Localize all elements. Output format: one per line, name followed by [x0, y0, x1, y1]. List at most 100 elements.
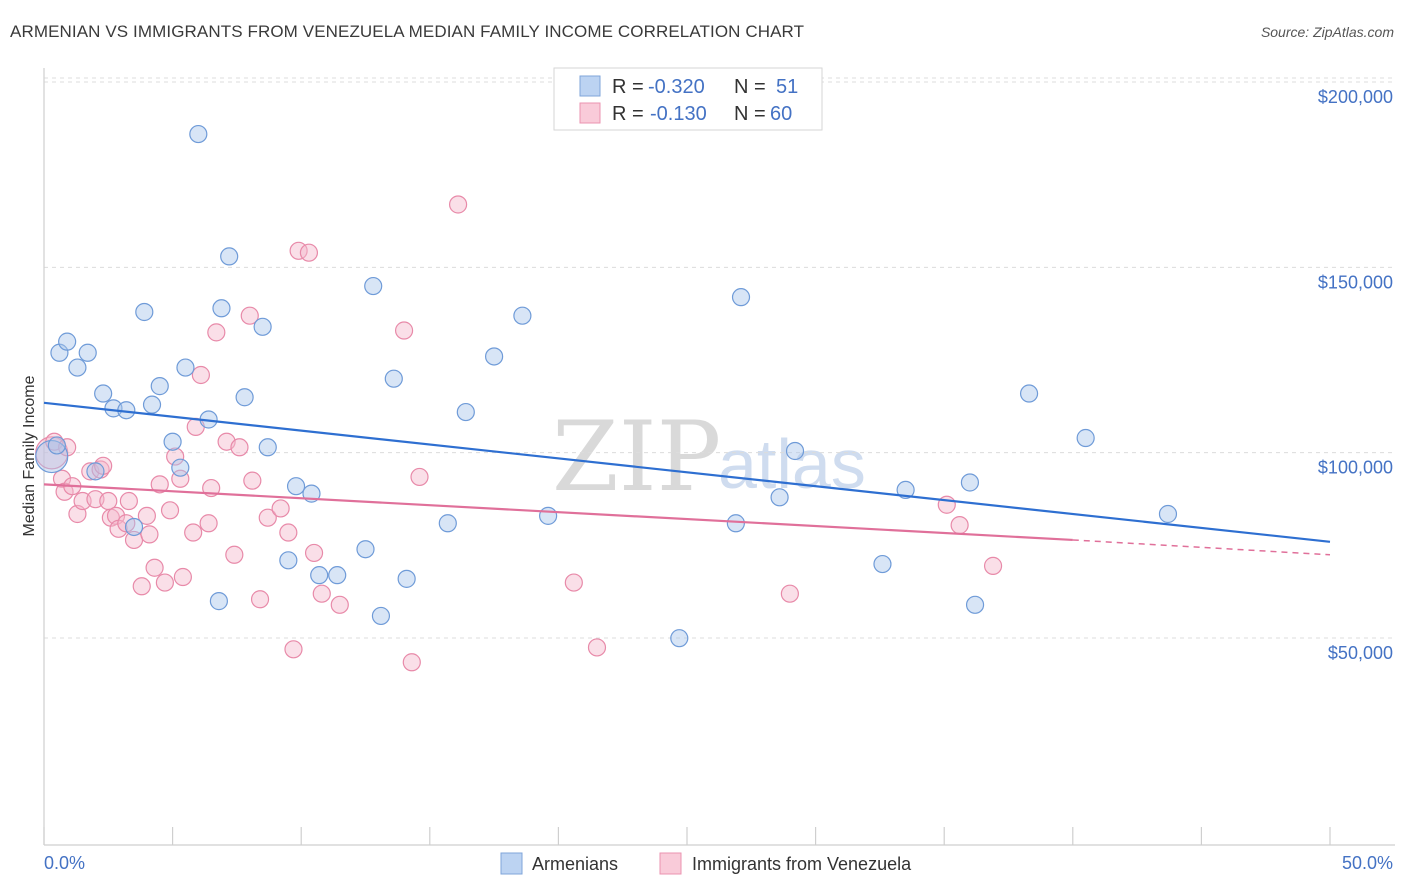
- venezuela-point: [191, 365, 210, 385]
- armenians-point: [135, 302, 154, 322]
- armenians-point: [438, 514, 457, 533]
- legend-n-value-venezuela: 60: [770, 103, 792, 125]
- armenians-point: [142, 395, 162, 414]
- watermark-atlas: atlas: [718, 425, 866, 503]
- armenians-point: [258, 438, 277, 457]
- venezuela-point: [271, 499, 290, 518]
- armenians-point: [68, 358, 87, 377]
- legend-n-label-armenians: N =: [734, 76, 766, 98]
- legend-n-value-armenians: 51: [776, 76, 798, 98]
- venezuela-point: [225, 545, 244, 564]
- venezuela-point: [448, 195, 468, 214]
- armenians-point: [189, 124, 208, 144]
- armenians-point: [384, 369, 403, 388]
- venezuela-point: [184, 523, 203, 542]
- legend-r-label-armenians: R =: [612, 76, 644, 98]
- venezuela-point: [250, 590, 270, 609]
- venezuela-point: [119, 491, 138, 511]
- legend-r-value-venezuela: -0.130: [650, 103, 707, 125]
- armenians-point: [47, 436, 66, 455]
- venezuela-point: [240, 306, 259, 325]
- axes: $50,000 $100,000 $150,000 $200,000 0.0% 50.0%: [43, 68, 1395, 873]
- venezuela-point: [140, 525, 159, 544]
- armenians-point: [286, 477, 306, 496]
- series-armenians-points: [35, 124, 1178, 648]
- armenians-point: [770, 488, 789, 507]
- venezuela-point: [394, 321, 414, 340]
- armenians-point: [513, 306, 532, 325]
- armenians-point: [960, 473, 980, 492]
- venezuela-point: [173, 567, 192, 587]
- armenians-point: [873, 554, 892, 574]
- trend-line-venezuela-extension: [1072, 539, 1331, 556]
- armenians-point: [1158, 504, 1178, 524]
- venezuela-point: [564, 573, 583, 592]
- armenians-point: [279, 551, 298, 570]
- venezuela-point: [166, 447, 185, 466]
- venezuela-point: [145, 558, 164, 577]
- trend-line-armenians: [43, 401, 1331, 543]
- bottom-legend-swatch-armenians: [500, 852, 523, 875]
- venezuela-point: [284, 640, 303, 659]
- series-legend: Armenians Immigrants from Venezuela: [500, 852, 912, 875]
- armenians-point: [456, 402, 475, 422]
- armenians-point: [485, 347, 504, 366]
- armenians-point: [58, 332, 77, 351]
- venezuela-point: [402, 653, 421, 672]
- grid-lines: [44, 77, 1395, 639]
- armenians-point: [171, 458, 190, 477]
- bottom-legend-label-armenians: Armenians: [532, 854, 618, 874]
- armenians-point: [78, 343, 97, 362]
- y-tick-label: $50,000: [1328, 643, 1393, 663]
- venezuela-point: [587, 638, 607, 657]
- armenians-point: [220, 247, 239, 266]
- armenians-point: [176, 358, 195, 377]
- venezuela-point: [410, 467, 429, 487]
- venezuela-point: [132, 577, 151, 596]
- armenians-point: [235, 388, 254, 407]
- armenians-point: [1019, 384, 1039, 403]
- trend-lines: [43, 401, 1331, 556]
- armenians-point: [124, 517, 144, 537]
- armenians-point: [896, 480, 915, 500]
- armenians-point: [670, 629, 689, 648]
- venezuela-point: [150, 475, 169, 494]
- legend-r-label-venezuela: R =: [612, 103, 644, 125]
- armenians-point: [328, 566, 347, 585]
- venezuela-point: [304, 543, 324, 563]
- legend-swatch-venezuela: [579, 102, 601, 124]
- stats-legend: R = -0.320 N = 51 R = -0.130 N = 60: [553, 67, 823, 131]
- venezuela-point: [279, 523, 298, 542]
- source-label: Source: ZipAtlas.com: [1260, 24, 1394, 40]
- venezuela-point: [243, 471, 262, 490]
- armenians-point: [310, 566, 329, 585]
- armenians-point: [371, 606, 391, 626]
- armenians-point: [94, 384, 113, 403]
- armenians-point: [539, 506, 558, 525]
- bottom-legend-swatch-venezuela: [659, 852, 682, 875]
- armenians-point: [726, 514, 745, 533]
- armenians-point: [35, 439, 69, 474]
- armenians-point: [86, 462, 105, 481]
- venezuela-point: [950, 516, 969, 535]
- armenians-point: [356, 540, 375, 559]
- legend-n-label-venezuela: N =: [734, 103, 766, 125]
- venezuela-point: [199, 514, 218, 533]
- venezuela-point: [330, 595, 349, 614]
- chart-title: ARMENIAN VS IMMIGRANTS FROM VENEZUELA ME…: [10, 22, 805, 41]
- venezuela-point: [780, 584, 799, 603]
- armenians-point: [731, 288, 751, 307]
- y-tick-label: $100,000: [1318, 458, 1393, 478]
- armenians-point: [253, 317, 272, 336]
- y-tick-label: $200,000: [1318, 87, 1393, 107]
- venezuela-point: [312, 584, 331, 603]
- x-tick-label-max: 50.0%: [1342, 853, 1393, 873]
- series-venezuela-points: [35, 195, 1003, 672]
- venezuela-point: [137, 506, 156, 525]
- venezuela-point: [160, 501, 180, 520]
- venezuela-point: [983, 556, 1003, 575]
- y-tick-label: $150,000: [1318, 272, 1393, 292]
- armenians-point: [150, 377, 169, 396]
- armenians-point: [163, 432, 182, 451]
